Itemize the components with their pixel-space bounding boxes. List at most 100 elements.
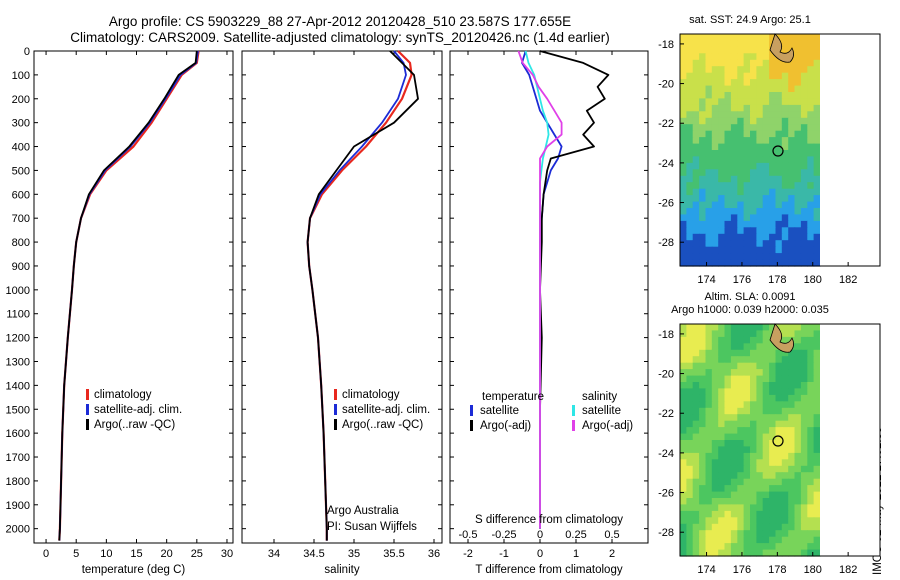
sla-map-cell xyxy=(781,349,789,357)
sst-map-cell xyxy=(750,59,757,67)
sst-map-cell xyxy=(762,85,770,93)
sst-map-cell xyxy=(794,117,802,125)
sla-map-cell xyxy=(705,536,713,544)
y-tick-label: 400 xyxy=(12,142,30,154)
sla-map-cell xyxy=(781,530,789,538)
sla-map-cell xyxy=(756,478,764,486)
sst-map-cell xyxy=(756,214,764,222)
sst-map-cell xyxy=(781,201,789,209)
sla-map-cell xyxy=(692,485,700,493)
sst-map-cell xyxy=(711,40,719,48)
sla-map-cell xyxy=(781,472,789,480)
sst-map-cell xyxy=(699,92,707,99)
y-tick-label: 100 xyxy=(12,70,30,82)
sla-map-cell xyxy=(737,465,745,473)
sla-map-cell xyxy=(781,478,789,486)
x-tick-label: 15 xyxy=(130,548,142,560)
sla-map-cell xyxy=(737,543,745,551)
sst-map-cell xyxy=(711,162,719,170)
sla-map-cell xyxy=(807,375,815,383)
sla-map-cell xyxy=(743,504,751,512)
sst-map-cell xyxy=(680,233,687,241)
sst-map-cell xyxy=(718,104,726,112)
sla-map-cell xyxy=(762,523,770,531)
sst-map-cell xyxy=(781,208,789,215)
sla-map-cell xyxy=(692,465,700,473)
sst-map-cell xyxy=(692,214,700,222)
sst-map-cell xyxy=(807,40,815,48)
y-tick-label: 1800 xyxy=(6,476,30,488)
sst-map-cell xyxy=(788,66,796,74)
sla-map-cell xyxy=(705,472,713,480)
sla-map-cell xyxy=(711,369,719,377)
sla-map-cell xyxy=(807,369,815,377)
sst-map-cell xyxy=(730,79,738,87)
sst-map-cell xyxy=(730,40,738,48)
sst-map-cell xyxy=(743,111,751,119)
sst-map-cell xyxy=(680,195,687,203)
sla-map-cell xyxy=(705,382,713,389)
sst-map-cell xyxy=(692,124,700,132)
sla-map-cell xyxy=(775,324,783,331)
sla-map-cell xyxy=(724,407,732,415)
sst-map-cell xyxy=(692,85,700,93)
sla-map-cell xyxy=(699,510,707,518)
sla-map-cell xyxy=(750,375,757,383)
sst-map-cell xyxy=(730,72,738,80)
sst-map-cell xyxy=(807,156,815,164)
sst-map-cell xyxy=(705,188,713,196)
sla-map-cell xyxy=(743,375,751,383)
sst-map-cell xyxy=(743,98,751,106)
sla-map-cell xyxy=(800,549,808,557)
sst-map-cell xyxy=(718,72,726,80)
sla-map-cell xyxy=(794,498,802,505)
sst-map-cell xyxy=(800,240,808,248)
sla-map-cell xyxy=(711,343,719,351)
sla-map-cell xyxy=(813,356,821,364)
sla-map-cell xyxy=(737,375,745,383)
sla-map-cell xyxy=(743,343,751,351)
sla-map-cell xyxy=(813,498,821,505)
sst-map-cell xyxy=(794,182,802,190)
sst-map-cell xyxy=(724,85,732,93)
sla-map-cell xyxy=(718,440,726,447)
sla-map-cell xyxy=(756,485,764,493)
sst-map-cell xyxy=(730,46,738,54)
sla-map-cell xyxy=(692,433,700,441)
sst-map-cell xyxy=(807,150,815,157)
sla-map-cell xyxy=(794,394,802,402)
sst-map-cell xyxy=(680,59,687,67)
sla-map-cell xyxy=(769,452,777,460)
sla-map-cell xyxy=(730,530,738,538)
sst-map-cell xyxy=(743,130,751,138)
sst-map-cell xyxy=(794,98,802,106)
sst-map-cell xyxy=(794,195,802,203)
sla-map-cell xyxy=(800,446,808,454)
sla-map-cell xyxy=(781,536,789,544)
sla-map-cell xyxy=(756,465,764,473)
sla-map-cell xyxy=(794,420,802,428)
sla-map-cell xyxy=(800,394,808,402)
sla-map-cell xyxy=(756,349,764,357)
sla-map-cell xyxy=(807,401,815,409)
sla-map-cell xyxy=(711,465,719,473)
sla-map-cell xyxy=(724,388,732,396)
sla-map-cell xyxy=(788,433,796,441)
sst-map-cell xyxy=(769,188,777,196)
sla-map-cell xyxy=(813,375,821,383)
sla-map-cell xyxy=(705,543,713,551)
sla-map-cell xyxy=(699,523,707,531)
y-tick-label: 1600 xyxy=(6,428,30,440)
sst-map-cell xyxy=(762,227,770,235)
sla-map-cell xyxy=(699,491,707,499)
sla-map-cell xyxy=(800,510,808,518)
sst-map-cell xyxy=(692,130,700,138)
sla-map-cell xyxy=(756,401,764,409)
sst-map-cell xyxy=(680,156,687,164)
sla-map-cell xyxy=(762,394,770,402)
sst-map-cell xyxy=(718,34,726,41)
sst-map-cell xyxy=(680,66,687,74)
sla-map-cell xyxy=(686,452,694,460)
sla-map-cell xyxy=(724,440,732,447)
sst-map-cell xyxy=(692,104,700,112)
